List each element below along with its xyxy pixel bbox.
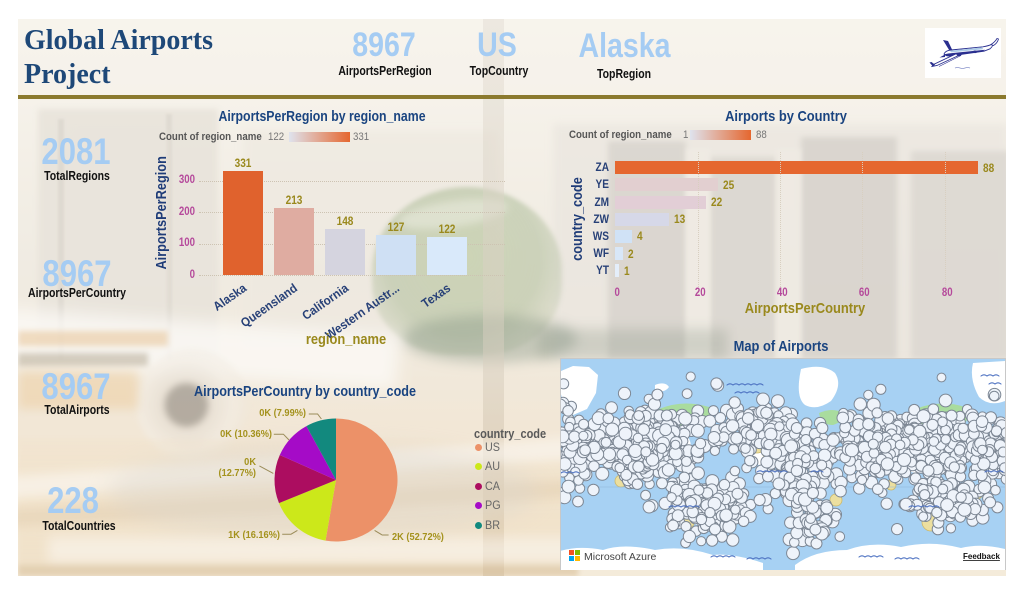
svg-text:Microsoft Azure: Microsoft Azure [584, 551, 657, 563]
svg-text:Feedback: Feedback [963, 552, 1000, 561]
